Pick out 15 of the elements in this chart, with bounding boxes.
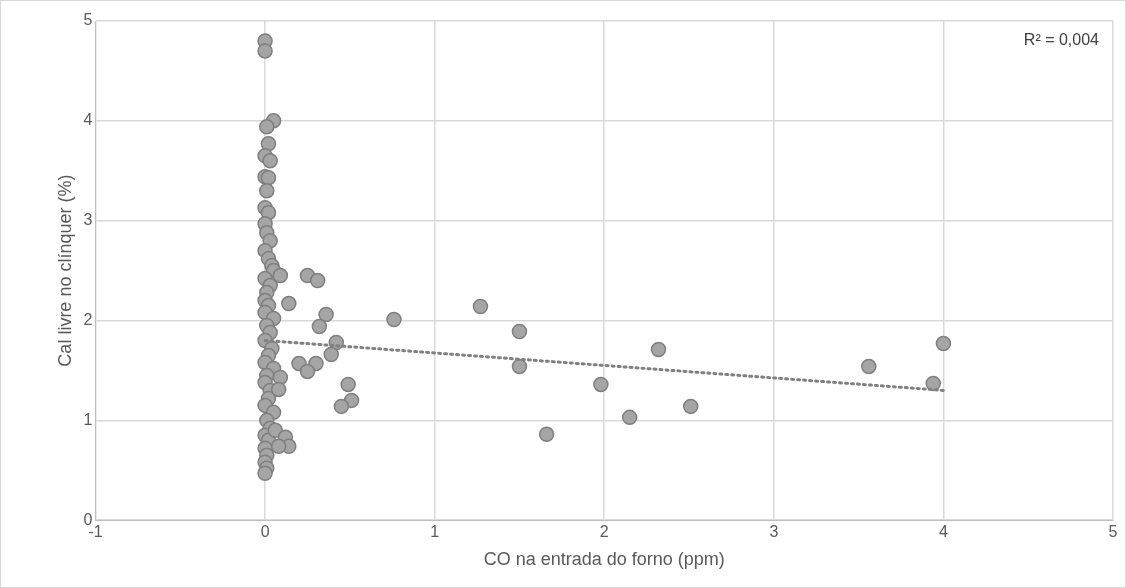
x-axis-title: CO na entrada do forno (ppm) (483, 549, 725, 570)
x-tick-label: 1 (430, 523, 440, 541)
x-tick-label: 0 (260, 523, 270, 541)
annotation: R² = 0,004 (1023, 31, 1100, 49)
x-tick-label: 2 (599, 523, 609, 541)
x-tick-label: 4 (938, 523, 948, 541)
x-tick-label: 5 (1108, 523, 1118, 541)
y-tick-label: 2 (83, 310, 93, 328)
y-tick-label: 5 (83, 11, 93, 29)
y-tick-label: 0 (83, 510, 93, 528)
y-tick-label: 4 (83, 111, 93, 129)
y-tick-label: 3 (83, 211, 93, 229)
y-tick-label: 1 (83, 410, 93, 428)
y-axis-title: Cal livre no clínquer (%) (54, 174, 75, 367)
x-tick-label: 3 (769, 523, 779, 541)
